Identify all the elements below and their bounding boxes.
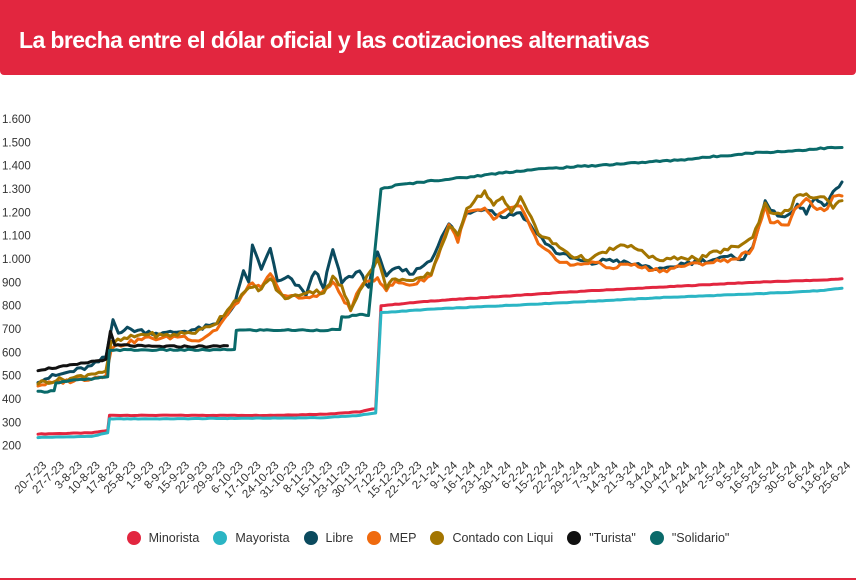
legend-item-libre[interactable]: Libre <box>303 531 354 545</box>
legend-item-ccl[interactable]: Contado con Liqui <box>430 531 553 545</box>
header-banner: La brecha entre el dólar oficial y las c… <box>0 0 856 75</box>
legend-label-ccl: Contado con Liqui <box>452 531 554 545</box>
legend-label-turista: "Turista" <box>589 531 636 545</box>
series-line-turista <box>36 329 229 373</box>
series-line-solidario <box>36 145 844 394</box>
y-tick-label: 700 <box>2 324 21 336</box>
legend-swatch-ccl <box>430 531 445 545</box>
y-tick-label: 1.600 <box>2 114 31 126</box>
y-tick-label: 800 <box>2 301 21 313</box>
y-tick-label: 1.100 <box>2 231 31 243</box>
legend-label-libre: Libre <box>325 531 354 545</box>
legend-swatch-libre <box>303 531 318 545</box>
legend: Minorista Mayorista Libre MEP Contado co… <box>0 527 856 549</box>
y-tick-label: 600 <box>2 347 21 359</box>
legend-swatch-minorista <box>126 531 141 545</box>
legend-swatch-solidario <box>649 531 664 545</box>
legend-label-minorista: Minorista <box>148 531 200 545</box>
y-tick-label: 1.200 <box>2 207 31 219</box>
y-tick-label: 900 <box>2 277 21 289</box>
legend-item-solidario[interactable]: "Solidario" <box>649 531 730 545</box>
series-line-minorista <box>36 277 844 436</box>
line-chart: 200 300 400 500 600 700 800 900 1.000 1.100 1.200 1… <box>2 114 854 501</box>
legend-item-turista[interactable]: "Turista" <box>567 531 636 545</box>
legend-swatch-mayorista <box>213 531 228 545</box>
y-tick-label: 400 <box>2 394 21 406</box>
y-tick-label: 1.300 <box>2 184 31 196</box>
y-tick-label: 1.400 <box>2 161 31 173</box>
series-line-mep <box>36 193 844 388</box>
series-lines <box>36 145 844 440</box>
legend-item-mep[interactable]: MEP <box>367 531 416 545</box>
legend-label-mayorista: Mayorista <box>235 531 290 545</box>
footer-divider <box>0 578 856 580</box>
series-line-ccl <box>36 189 844 386</box>
series-line-mayorista <box>36 286 844 440</box>
legend-label-solidario: "Solidario" <box>671 531 730 545</box>
y-tick-label: 500 <box>2 371 21 383</box>
y-tick-label: 1.500 <box>2 137 31 149</box>
y-tick-label: 300 <box>2 417 21 429</box>
legend-swatch-mep <box>367 531 382 545</box>
y-axis: 200 300 400 500 600 700 800 900 1.000 1.100 1.200 1… <box>2 114 31 453</box>
legend-item-mayorista[interactable]: Mayorista <box>213 531 290 545</box>
series-line-libre <box>36 180 844 384</box>
y-tick-label: 200 <box>2 441 21 453</box>
y-tick-label: 1.000 <box>2 254 31 266</box>
legend-swatch-turista <box>567 531 582 545</box>
x-axis: 20-7-2327-7-233-8-2310-8-2317-8-2325-8-2… <box>13 459 854 500</box>
legend-item-minorista[interactable]: Minorista <box>126 531 200 545</box>
legend-label-mep: MEP <box>389 531 417 545</box>
chart-title: La brecha entre el dólar oficial y las c… <box>19 27 650 53</box>
